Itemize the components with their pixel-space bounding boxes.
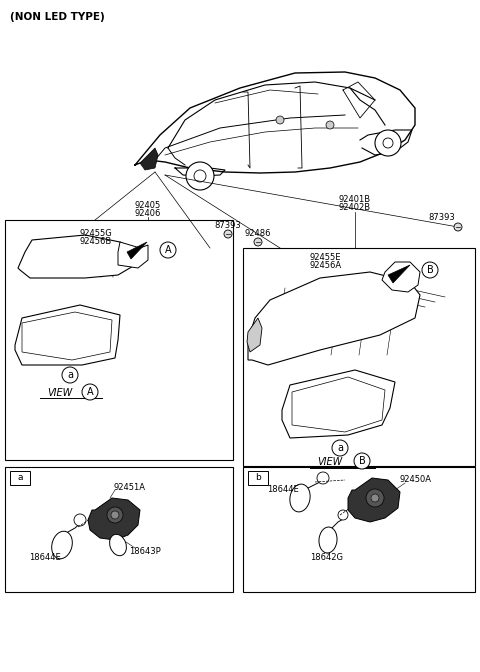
Bar [243,467,475,592]
Circle shape [84,340,100,356]
Polygon shape [382,262,420,292]
Bar [243,248,475,466]
Circle shape [330,395,340,405]
Text: a: a [337,443,343,453]
Circle shape [332,440,348,456]
Polygon shape [18,235,140,278]
Bar [5,220,233,460]
Text: VIEW: VIEW [317,457,343,467]
Circle shape [375,130,401,156]
Text: 92450A: 92450A [399,476,431,485]
Circle shape [111,511,119,519]
Text: B: B [427,265,433,275]
Circle shape [254,238,262,246]
Text: 92486: 92486 [245,228,271,237]
Text: 87393: 87393 [428,214,455,222]
Text: 18643P: 18643P [129,548,161,556]
Ellipse shape [52,532,72,559]
Polygon shape [15,305,120,365]
Text: 92455E: 92455E [310,253,341,261]
Text: 92402B: 92402B [339,204,371,212]
Text: b: b [255,474,261,482]
Text: 92406: 92406 [135,208,161,218]
Text: 92455G: 92455G [80,228,113,237]
Text: 92405: 92405 [135,200,161,210]
Circle shape [325,390,345,410]
Circle shape [62,367,78,383]
Circle shape [82,384,98,400]
Circle shape [366,489,384,507]
Polygon shape [247,318,262,352]
Polygon shape [140,148,158,170]
Circle shape [74,514,86,526]
Circle shape [317,472,329,484]
Circle shape [422,262,438,278]
Text: 18644E: 18644E [29,552,61,562]
Text: 87393: 87393 [215,220,241,230]
Circle shape [326,121,334,129]
Circle shape [383,138,393,148]
Bar [5,467,233,592]
Circle shape [371,494,379,502]
Ellipse shape [290,484,310,512]
Text: 92456B: 92456B [80,237,112,245]
Circle shape [454,223,462,231]
Circle shape [276,116,284,124]
Circle shape [351,399,369,417]
Circle shape [95,517,105,527]
Polygon shape [388,265,410,283]
Text: B: B [359,456,365,466]
Text: VIEW: VIEW [48,388,72,398]
Text: 18642G: 18642G [311,554,344,562]
Circle shape [194,170,206,182]
Circle shape [67,335,77,345]
Text: A: A [165,245,171,255]
Circle shape [107,507,123,523]
Bar [248,471,268,485]
Circle shape [135,255,141,261]
Polygon shape [127,242,147,259]
Circle shape [160,242,176,258]
Text: 92456A: 92456A [310,261,342,269]
Ellipse shape [319,527,337,553]
Circle shape [186,162,214,190]
Circle shape [354,453,370,469]
Text: a: a [17,474,23,482]
Polygon shape [348,478,400,522]
Polygon shape [292,377,385,432]
Circle shape [392,271,400,279]
Circle shape [224,230,232,238]
Circle shape [62,330,82,350]
Ellipse shape [109,534,126,556]
Text: 92451A: 92451A [114,482,146,491]
Polygon shape [22,312,112,360]
Text: A: A [87,387,93,397]
Text: 18644E: 18644E [267,485,299,495]
Text: (NON LED TYPE): (NON LED TYPE) [10,12,105,22]
Polygon shape [118,242,148,268]
Text: 92401B: 92401B [339,196,371,204]
Polygon shape [88,498,140,540]
Bar [10,471,30,485]
Circle shape [338,510,348,520]
Circle shape [356,404,364,412]
Circle shape [403,275,409,281]
Text: a: a [67,370,73,380]
Polygon shape [248,272,420,365]
Circle shape [127,249,133,255]
Polygon shape [282,370,395,438]
